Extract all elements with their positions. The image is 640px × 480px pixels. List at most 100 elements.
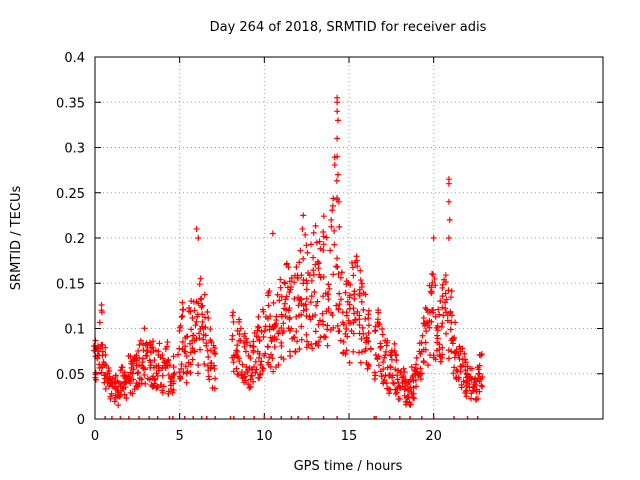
data-point-marker: [312, 222, 319, 229]
data-point-marker: [283, 260, 290, 267]
data-point-marker: [236, 318, 243, 325]
data-point-marker: [171, 370, 178, 377]
data-point-marker: [241, 343, 248, 350]
data-point-marker: [343, 309, 350, 316]
data-point-marker: [376, 320, 383, 327]
data-point-marker: [310, 254, 317, 261]
x-tick-label: 5: [176, 429, 184, 444]
data-point-marker: [396, 395, 403, 402]
data-point-marker: [102, 385, 109, 392]
data-point-marker: [329, 202, 336, 209]
data-point-marker: [325, 305, 332, 312]
data-point-marker: [296, 259, 303, 266]
data-point-marker: [258, 328, 265, 335]
data-point-marker: [409, 394, 416, 401]
data-point-marker: [387, 386, 394, 393]
data-point-marker: [344, 333, 351, 340]
data-point-marker: [282, 296, 289, 303]
data-point-marker: [358, 298, 365, 305]
data-point-marker: [334, 99, 341, 106]
data-point-marker: [188, 326, 195, 333]
data-point-marker: [297, 295, 304, 302]
data-point-marker: [447, 294, 454, 301]
data-point-marker: [422, 339, 429, 346]
data-point-marker: [391, 340, 398, 347]
data-point-marker: [438, 323, 445, 330]
data-point-marker: [445, 287, 452, 294]
data-point-marker: [136, 341, 143, 348]
data-point-marker: [463, 379, 470, 386]
data-point-marker: [195, 362, 202, 369]
data-point-marker: [338, 269, 345, 276]
data-point-marker: [387, 363, 394, 370]
data-point-marker: [310, 267, 317, 274]
data-point-marker: [261, 352, 268, 359]
data-point-marker: [192, 322, 199, 329]
data-point-marker: [328, 216, 335, 223]
data-point-marker: [426, 317, 433, 324]
data-point-marker: [365, 322, 372, 329]
y-tick-label: 0.25: [56, 187, 85, 202]
data-point-marker: [270, 368, 277, 375]
data-point-marker: [322, 334, 329, 341]
data-point-marker: [178, 361, 185, 368]
data-point-marker: [189, 345, 196, 352]
data-point-marker: [118, 387, 125, 394]
data-point-marker: [290, 334, 297, 341]
data-point-marker: [201, 291, 208, 298]
data-point-marker: [475, 366, 482, 373]
data-point-marker: [347, 320, 354, 327]
data-point-marker: [114, 378, 121, 385]
data-point-marker: [164, 339, 171, 346]
data-point-marker: [182, 334, 189, 341]
data-point-marker: [468, 395, 475, 402]
data-point-marker: [270, 299, 277, 306]
data-point-marker: [297, 247, 304, 254]
data-point-marker: [193, 225, 200, 232]
data-point-marker: [323, 234, 330, 241]
data-point-marker: [328, 309, 335, 316]
data-point-marker: [195, 370, 202, 377]
data-point-marker: [179, 299, 186, 306]
data-point-marker: [280, 328, 287, 335]
data-point-marker: [437, 358, 444, 365]
data-point-marker: [143, 340, 150, 347]
data-point-marker: [413, 383, 420, 390]
data-point-marker: [198, 323, 205, 330]
data-point-marker: [199, 318, 206, 325]
data-point-marker: [329, 207, 336, 214]
data-point-marker: [339, 319, 346, 326]
data-point-marker: [210, 342, 217, 349]
data-point-marker: [308, 293, 315, 300]
data-point-marker: [115, 402, 122, 409]
data-point-marker: [324, 291, 331, 298]
data-point-marker: [189, 356, 196, 363]
data-point-marker: [267, 351, 274, 358]
data-point-marker: [360, 306, 367, 313]
data-point-marker: [442, 279, 449, 286]
data-point-marker: [389, 379, 396, 386]
data-point-marker: [298, 323, 305, 330]
data-point-marker: [466, 381, 473, 388]
data-point-marker: [350, 330, 357, 337]
data-point-marker: [350, 272, 357, 279]
data-point-marker: [121, 369, 128, 376]
data-point-marker: [298, 272, 305, 279]
data-point-marker: [165, 390, 172, 397]
data-point-marker: [278, 324, 285, 331]
data-point-marker: [430, 235, 437, 241]
data-point-marker: [375, 353, 382, 360]
data-point-marker: [129, 360, 136, 367]
data-point-marker: [246, 384, 253, 391]
data-point-marker: [242, 348, 249, 355]
y-tick-label: 0.1: [64, 323, 85, 338]
data-point-marker: [293, 313, 300, 320]
data-point-marker: [466, 375, 473, 382]
data-point-marker: [374, 316, 381, 323]
data-point-marker: [428, 288, 435, 295]
data-point-marker: [337, 274, 344, 281]
data-point-marker: [276, 297, 283, 304]
data-point-marker: [304, 249, 311, 256]
data-point-marker: [233, 347, 240, 354]
data-point-marker: [92, 369, 99, 376]
